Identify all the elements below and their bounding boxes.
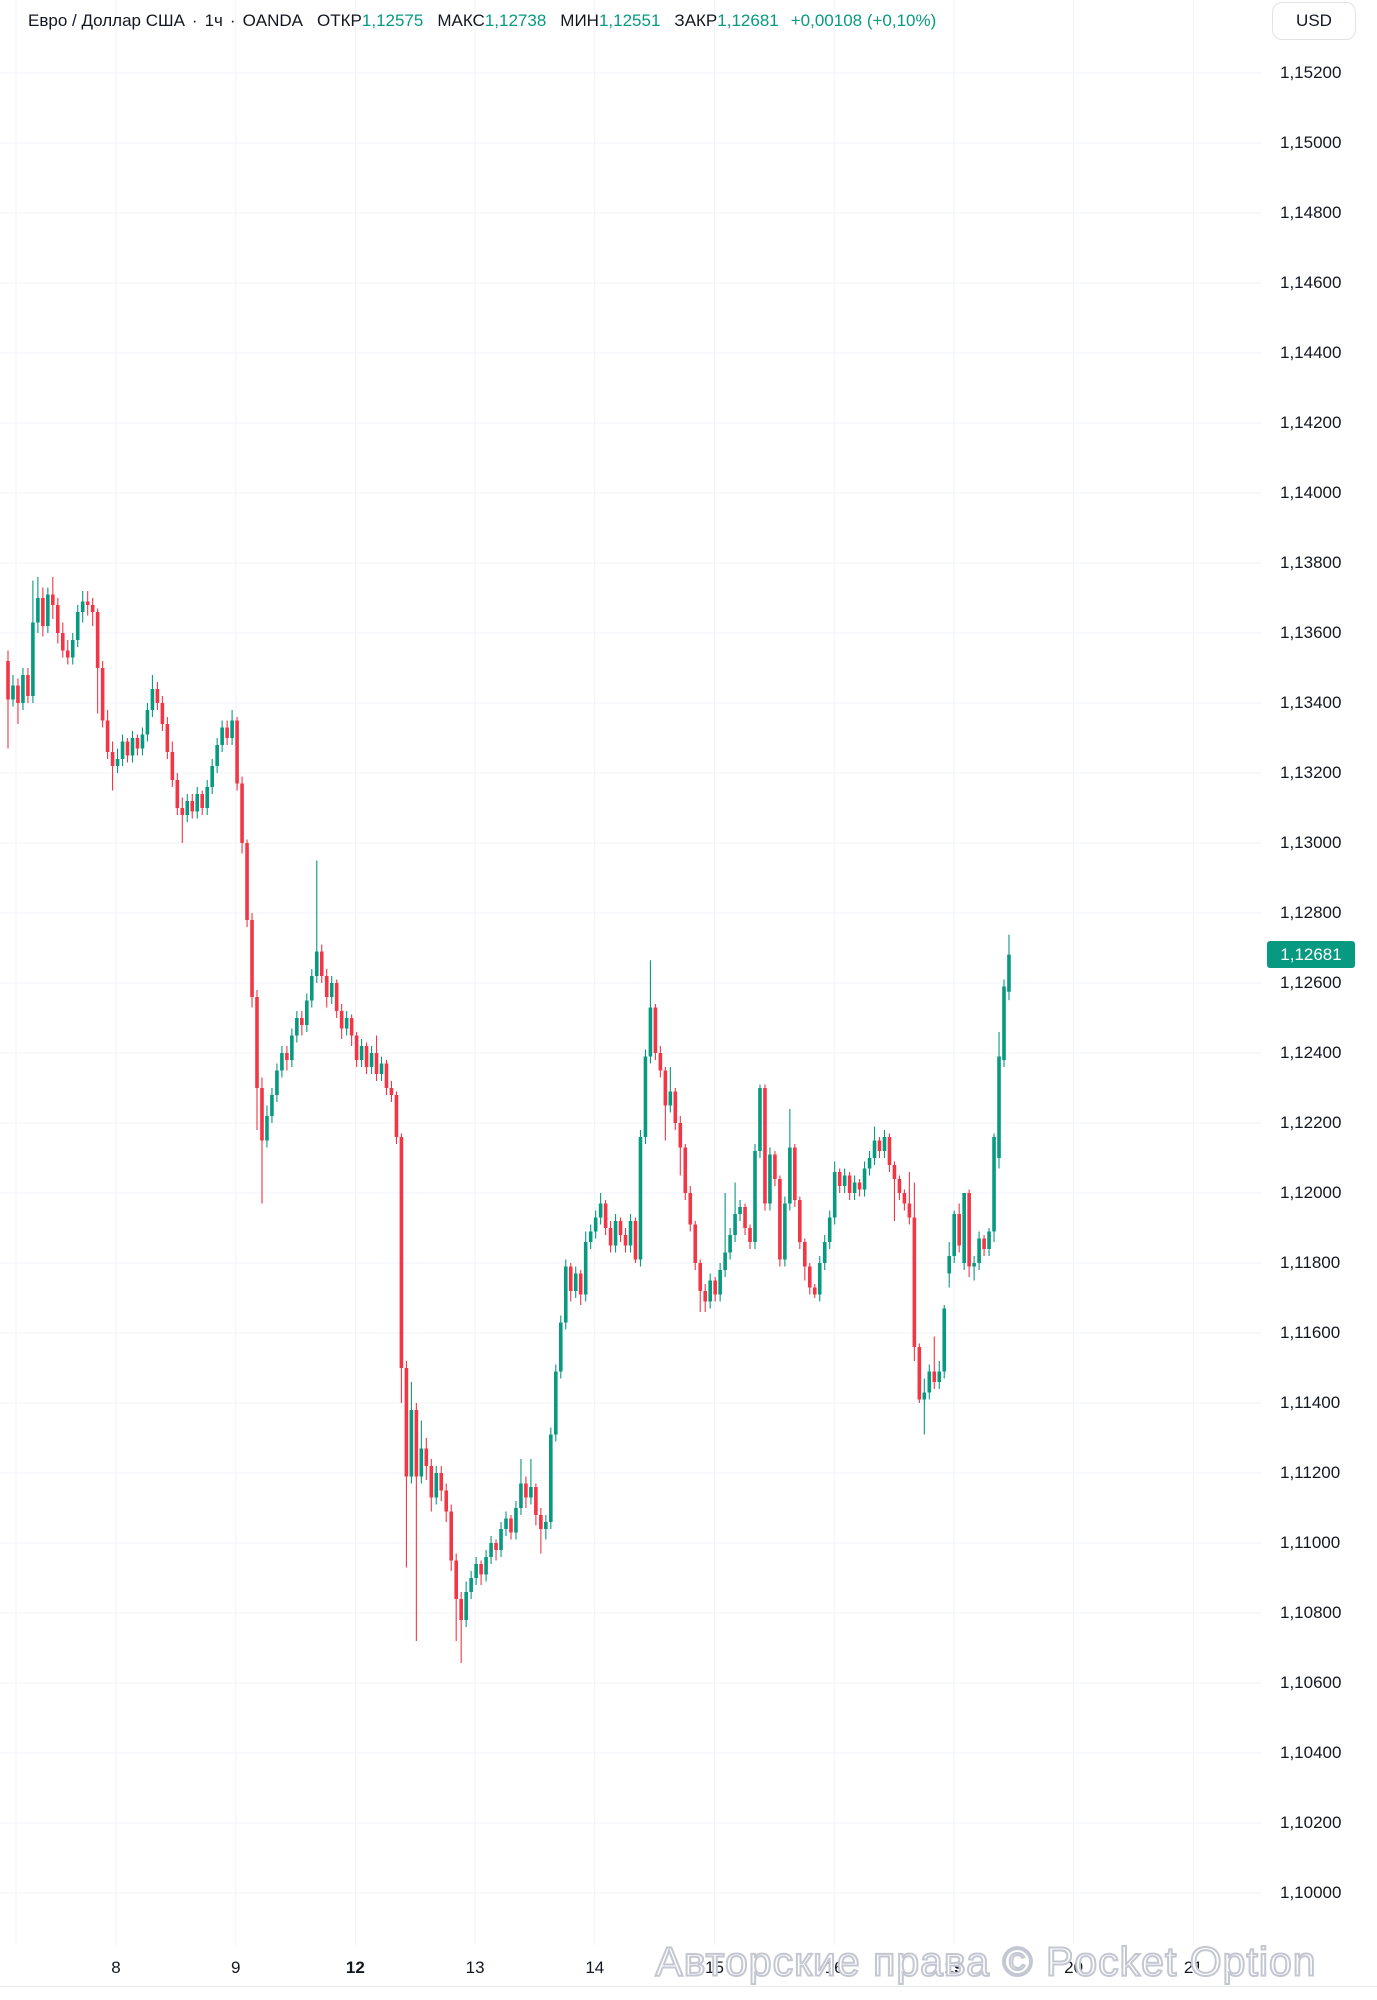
time-axis-label: 15 <box>705 1958 724 1977</box>
price-axis-label: 1,10000 <box>1280 1883 1342 1902</box>
ohlc-low: МИН1,12551 <box>560 11 661 30</box>
price-axis-label: 1,14800 <box>1280 203 1342 222</box>
price-axis-label: 1,11800 <box>1280 1253 1341 1272</box>
change-value: +0,00108 (+0,10%) <box>790 11 937 30</box>
price-axis-label: 1,12600 <box>1280 973 1342 992</box>
price-axis-label: 1,11000 <box>1280 1533 1341 1552</box>
horizontal-gridlines <box>0 72 1262 1894</box>
price-axis-label: 1,13600 <box>1280 623 1342 642</box>
time-axis-label: 13 <box>465 1958 485 1977</box>
symbol-title[interactable]: Евро / Доллар США <box>28 11 185 30</box>
price-axis-label: 1,14400 <box>1280 343 1342 362</box>
exchange-label: OANDA <box>242 11 304 30</box>
last-price-badge: 1,12681 <box>1267 941 1355 969</box>
price-axis-label: 1,11400 <box>1280 1393 1341 1412</box>
time-axis-border <box>0 1986 1377 1987</box>
price-axis-label: 1,10200 <box>1280 1813 1342 1832</box>
price-axis-label: 1,12000 <box>1280 1183 1342 1202</box>
price-axis-label: 1,10400 <box>1280 1743 1342 1762</box>
time-axis-label: 19 <box>944 1958 964 1977</box>
price-axis-label: 1,10800 <box>1280 1603 1342 1622</box>
ohlc-high: МАКС1,12738 <box>437 11 547 30</box>
price-axis-label: 1,14200 <box>1280 413 1342 432</box>
time-axis-label: 14 <box>585 1958 605 1977</box>
price-axis-label: 1,12200 <box>1280 1113 1342 1132</box>
price-axis-label: 1,14600 <box>1280 273 1342 292</box>
legend-separator: · <box>191 11 198 30</box>
interval-label[interactable]: 1ч <box>204 11 223 30</box>
price-axis-label: 1,10600 <box>1280 1673 1342 1692</box>
price-axis-label: 1,12400 <box>1280 1043 1342 1062</box>
price-axis-label: 1,13000 <box>1280 833 1342 852</box>
price-axis[interactable]: 1,12681 1,15200 1,15000 1,14800 1,14600 1,14… <box>1262 0 1377 1945</box>
time-axis-label: 20 <box>1064 1958 1084 1977</box>
price-axis-label: 1,14000 <box>1280 483 1342 502</box>
chart-legend: Евро / Доллар США · 1ч · OANDA ОТКР1,125… <box>28 8 936 34</box>
price-axis-label: 1,15200 <box>1280 63 1342 82</box>
price-axis-label: 1,13400 <box>1280 693 1342 712</box>
price-axis-label: 1,13200 <box>1280 763 1342 782</box>
currency-button[interactable]: USD <box>1272 2 1356 40</box>
time-axis-label: 16 <box>824 1958 844 1977</box>
ohlc-close: ЗАКР1,12681 <box>674 11 779 30</box>
price-axis-label: 1,15000 <box>1280 133 1342 152</box>
time-axis-label: 8 <box>111 1958 121 1977</box>
vertical-gridlines <box>15 0 1194 1945</box>
price-axis-label: 1,11600 <box>1280 1323 1341 1342</box>
price-axis-label: 1,12800 <box>1280 903 1342 922</box>
price-axis-label: 1,13800 <box>1280 553 1342 572</box>
candlesticks <box>6 577 1011 1664</box>
time-axis-label: 9 <box>230 1958 241 1977</box>
ohlc-open: ОТКР1,12575 <box>317 11 424 30</box>
time-axis-label: 21 <box>1183 1958 1203 1977</box>
time-axis[interactable]: 8 9 12 13 14 15 16 19 20 21 <box>0 1945 1377 2000</box>
legend-separator: · <box>229 11 236 30</box>
price-axis-label: 1,11200 <box>1280 1463 1341 1482</box>
time-axis-label: 12 <box>345 1958 365 1977</box>
